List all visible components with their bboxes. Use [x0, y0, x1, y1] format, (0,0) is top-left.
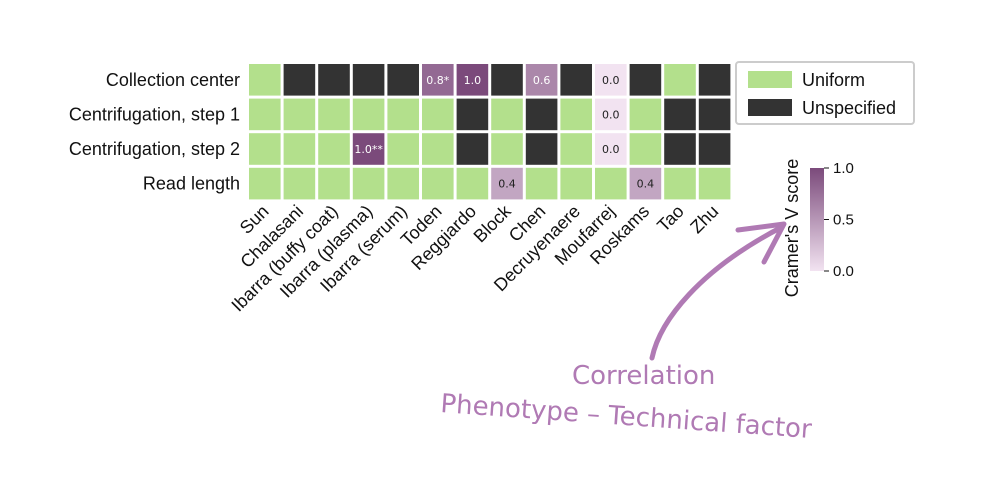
- heatmap-cell: [491, 167, 523, 200]
- heatmap-cell: [352, 98, 385, 131]
- cell-value-label: 0.0: [602, 143, 620, 156]
- heatmap-cell: [629, 98, 662, 131]
- heatmap-cell: [560, 133, 592, 165]
- heatmap-cell: [491, 64, 523, 96]
- colorbar-ticks: 0.0 0.5 1.0: [824, 160, 854, 280]
- cell-value-label: 1.0: [464, 74, 482, 87]
- heatmap-cell: [387, 167, 419, 200]
- heatmap-cell: [525, 98, 558, 131]
- cell-value-label: 0.0: [602, 74, 620, 87]
- heatmap-cell: [318, 167, 350, 200]
- heatmap-cell: [352, 133, 385, 165]
- heatmap-cell: [352, 167, 385, 200]
- annotation: Correlation Phenotype – Technical factor: [440, 221, 813, 445]
- heatmap-cell: [456, 98, 489, 131]
- legend-swatch-unspecified: [748, 99, 792, 116]
- heatmap-cell: [664, 98, 696, 131]
- legend-label-unspecified: Unspecified: [802, 98, 896, 118]
- cell-value-label: 0.6: [533, 74, 551, 87]
- colorbar-tick-label: 0.5: [833, 212, 854, 229]
- heatmap-cell: [525, 64, 558, 96]
- heatmap-cell: [595, 64, 627, 96]
- heatmap-cell: [283, 133, 316, 165]
- heatmap-cell: [387, 98, 419, 131]
- heatmap-cell: [249, 98, 281, 131]
- row-labels: Collection center Centrifugation, step 1 C…: [69, 70, 240, 194]
- colorbar-tick-label: 0.0: [833, 263, 854, 280]
- annotation-arrow-head: [735, 221, 787, 265]
- heatmap-cell: [249, 167, 281, 200]
- heatmap-cell: [595, 133, 627, 165]
- legend: Uniform Unspecified: [735, 61, 915, 125]
- annotation-line2: Phenotype – Technical factor: [440, 389, 813, 445]
- colorbar-gradient: [810, 168, 824, 271]
- heatmap-cell: [698, 133, 731, 165]
- heatmap-cell: [318, 133, 350, 165]
- heatmap-cell: [422, 133, 454, 165]
- heatmap-cell: [698, 167, 731, 200]
- legend-swatch-uniform: [748, 71, 792, 88]
- cell-value-label: 1.0**: [354, 143, 383, 156]
- heatmap-cell: [491, 133, 523, 165]
- heatmap-cell: [595, 98, 627, 131]
- heatmap-cell: [629, 64, 662, 96]
- heatmap-cell: [698, 64, 731, 96]
- heatmap-cell: [525, 133, 558, 165]
- column-label: Block: [470, 200, 516, 246]
- heatmap-cell: [249, 64, 281, 96]
- heatmap-cell: [283, 64, 316, 96]
- cell-value-label: 0.4: [637, 178, 655, 191]
- heatmap-cell: [387, 133, 419, 165]
- heatmap-cell: [664, 64, 696, 96]
- heatmap-cell: [560, 64, 592, 96]
- heatmap-cell: [318, 64, 350, 96]
- heatmap-cell: [560, 167, 592, 200]
- row-label: Collection center: [106, 70, 240, 90]
- colorbar-tick-label: 1.0: [833, 160, 854, 177]
- legend-label-uniform: Uniform: [802, 70, 865, 90]
- row-label: Read length: [143, 174, 240, 194]
- heatmap-cell: [456, 64, 489, 96]
- column-label: Tao: [653, 201, 688, 236]
- cell-value-label: 0.0: [602, 108, 620, 121]
- cell-value-label: 0.8*: [426, 74, 449, 87]
- heatmap-cell: [283, 167, 316, 200]
- heatmap-cell: [525, 167, 558, 200]
- heatmap-cell: [491, 98, 523, 131]
- heatmap-cell: [629, 133, 662, 165]
- row-label: Centrifugation, step 2: [69, 139, 240, 159]
- heatmap-cell: [698, 98, 731, 131]
- heatmap-cells: 0.8* 1.0 0.6 0.0 0.0 1.0** 0.0 0.4 0.4: [249, 64, 731, 200]
- heatmap-cell: [595, 167, 627, 200]
- heatmap-cell: [352, 64, 385, 96]
- row-label: Centrifugation, step 1: [69, 104, 240, 124]
- heatmap-cell: [387, 64, 419, 96]
- heatmap-cell: [318, 98, 350, 131]
- heatmap-cell: [456, 133, 489, 165]
- heatmap-cell: [629, 167, 662, 200]
- heatmap-cell: [560, 98, 592, 131]
- annotation-line1: Correlation: [572, 361, 715, 391]
- heatmap-cell: [664, 167, 696, 200]
- colorbar-label: Cramer's V score: [782, 159, 802, 297]
- heatmap-cell: [283, 98, 316, 131]
- column-label: Zhu: [686, 201, 722, 237]
- colorbar: 0.0 0.5 1.0 Cramer's V score: [782, 159, 854, 297]
- heatmap-cell: [422, 167, 454, 200]
- heatmap-cell: [664, 133, 696, 165]
- heatmap-cell: [456, 167, 489, 200]
- cell-value-label: 0.4: [498, 178, 516, 191]
- heatmap-cell: [422, 98, 454, 131]
- heatmap-cell: [422, 64, 454, 96]
- heatmap-cell: [249, 133, 281, 165]
- annotation-arrow-line: [649, 225, 783, 361]
